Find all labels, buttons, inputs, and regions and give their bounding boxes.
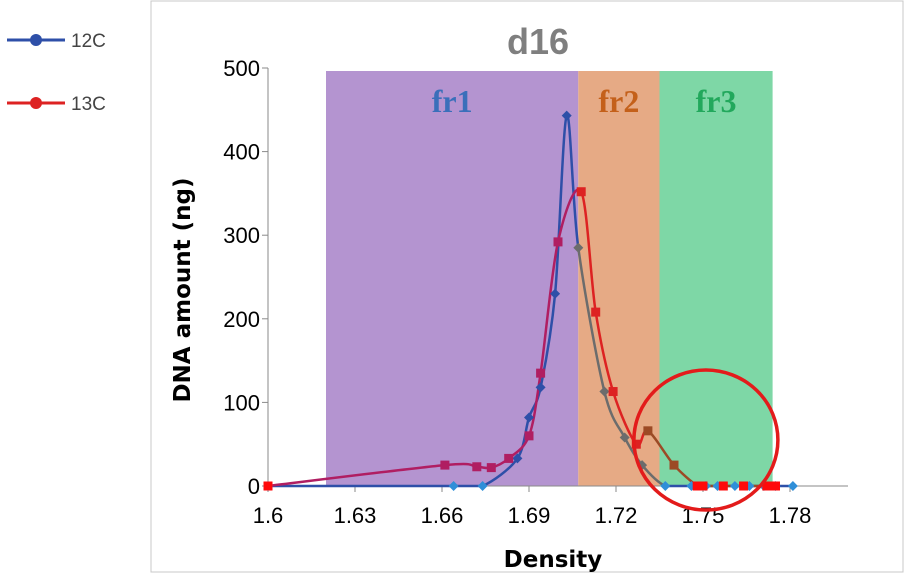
data-point-12c — [448, 481, 459, 491]
data-point-13c — [698, 481, 708, 491]
series-line-13c — [539, 241, 560, 374]
data-point-13c — [536, 368, 546, 378]
series-line-13c — [267, 463, 446, 488]
data-point-12c — [512, 453, 523, 464]
legend: 12C 13C — [7, 31, 106, 115]
data-point-13c — [504, 453, 514, 463]
region-label-fr2: fr2 — [598, 83, 639, 119]
series-line-12c — [539, 293, 557, 388]
x-tick-label: 1.72 — [595, 503, 638, 528]
data-point-12c — [787, 481, 798, 491]
data-point-13c — [643, 426, 653, 436]
series-line-12c — [553, 115, 568, 294]
legend-marker-12c — [30, 34, 42, 46]
legend-marker-13c — [30, 97, 42, 109]
region-fr1 — [326, 71, 579, 486]
data-point-13c — [739, 481, 749, 491]
data-point-13c — [669, 460, 679, 470]
data-point-13c — [524, 431, 534, 441]
data-point-12c — [561, 110, 572, 121]
data-point-12c — [524, 412, 534, 423]
data-point-13c — [576, 187, 586, 197]
data-point-13c — [608, 387, 618, 397]
data-point-13c — [718, 481, 728, 491]
data-point-12c — [550, 288, 561, 299]
y-axis-title: DNA amount (ng) — [170, 177, 196, 402]
data-point-12c — [599, 386, 610, 397]
legend-item-12c: 12C — [7, 31, 106, 52]
y-tick-label: 200 — [223, 307, 260, 332]
data-point-13c — [692, 481, 702, 491]
region-label-fr1: fr1 — [432, 83, 473, 119]
data-point-13c — [553, 237, 563, 247]
y-tick-label: 500 — [223, 56, 260, 81]
y-tick-label: 100 — [223, 390, 260, 415]
legend-item-13c: 13C — [7, 94, 106, 115]
data-point-12c — [619, 432, 630, 443]
data-point-12c — [477, 481, 488, 491]
data-point-13c — [771, 481, 780, 491]
data-point-12c — [573, 242, 584, 253]
legend-label-13c: 13C — [71, 94, 106, 115]
y-tick-label: 400 — [223, 140, 260, 165]
y-tick-label: 0 — [248, 474, 260, 499]
series-line-13c — [580, 191, 597, 313]
data-point-12c — [535, 382, 546, 393]
data-point-13c — [762, 481, 772, 491]
data-point-12c — [729, 481, 740, 491]
region-fr3 — [659, 71, 773, 486]
data-point-13c — [631, 439, 641, 449]
highlight-circle — [632, 368, 780, 512]
fraction-regions: fr1 fr2 fr3 — [326, 71, 773, 486]
series-line-13c — [594, 311, 615, 392]
data-point-13c — [440, 460, 450, 470]
data-point-13c — [591, 307, 601, 317]
region-fr2 — [578, 71, 660, 486]
region-label-fr3: fr3 — [696, 83, 737, 119]
x-tick-label: 1.78 — [769, 503, 812, 528]
x-tick-label: 1.66 — [421, 503, 464, 528]
chart-title: d16 — [507, 21, 569, 62]
x-tick-label: 1.63 — [334, 503, 377, 528]
x-tick-label: 1.6 — [253, 503, 284, 528]
data-point-13c — [486, 463, 496, 473]
legend-label-12c: 12C — [71, 31, 106, 52]
series-line-12c — [577, 247, 606, 392]
data-point-13c — [472, 462, 482, 472]
series-markers — [263, 110, 798, 491]
x-tick-label: 1.69 — [508, 503, 551, 528]
y-tick-label: 300 — [223, 223, 260, 248]
axis-ticks: 1.6 1.63 1.66 1.69 1.72 1.75 1.780100200300400… — [223, 56, 811, 528]
data-point-12c — [660, 481, 671, 491]
data-point-13c — [263, 481, 273, 491]
x-axis-title: Density — [504, 547, 603, 573]
